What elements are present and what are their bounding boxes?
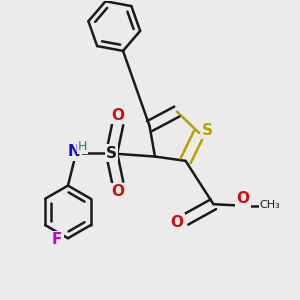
Text: N: N [68,144,81,159]
Text: O: O [111,184,124,199]
Text: S: S [202,123,213,138]
Text: O: O [170,215,183,230]
Text: S: S [106,146,117,160]
Text: O: O [111,108,124,123]
Text: F: F [52,232,62,247]
Text: O: O [236,191,249,206]
Text: H: H [78,140,88,153]
Text: CH₃: CH₃ [260,200,280,210]
